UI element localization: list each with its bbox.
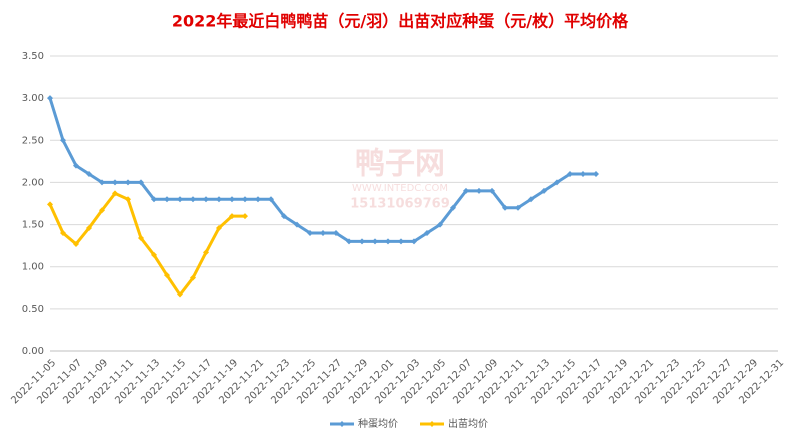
- point-marker: [333, 230, 339, 236]
- point-marker: [437, 221, 443, 228]
- point-marker: [216, 224, 222, 231]
- point-marker: [398, 238, 404, 245]
- y-tick-label: 3.50: [22, 51, 44, 62]
- point-marker: [86, 224, 92, 231]
- point-marker: [190, 196, 196, 203]
- legend-marker: [429, 421, 435, 427]
- chart-title: 2022年最近白鸭鸭苗（元/羽）出苗对应种蛋（元/枚）平均价格: [172, 12, 629, 31]
- legend-label: 种蛋均价: [358, 417, 398, 430]
- point-marker: [307, 230, 313, 236]
- watermark-text: WWW.INTEDC.COM: [352, 183, 448, 194]
- point-marker: [112, 190, 118, 197]
- point-marker: [255, 196, 261, 203]
- point-marker: [294, 221, 300, 228]
- y-tick-label: 0.00: [22, 346, 44, 357]
- point-marker: [125, 179, 131, 186]
- y-tick-label: 3.00: [22, 93, 44, 104]
- point-marker: [476, 187, 482, 194]
- point-marker: [424, 230, 430, 236]
- y-tick-label: 1.50: [22, 220, 44, 231]
- point-marker: [177, 196, 183, 203]
- legend-label: 出苗均价: [448, 417, 488, 430]
- point-marker: [268, 196, 274, 203]
- y-tick-label: 2.50: [22, 135, 44, 146]
- point-marker: [242, 213, 248, 220]
- point-marker: [372, 238, 378, 245]
- point-marker: [73, 240, 79, 247]
- point-marker: [125, 196, 131, 203]
- point-marker: [385, 238, 391, 245]
- point-marker: [216, 196, 222, 203]
- point-marker: [541, 187, 547, 194]
- point-marker: [190, 274, 196, 281]
- point-marker: [229, 196, 235, 203]
- point-marker: [151, 196, 157, 203]
- point-marker: [411, 238, 417, 245]
- point-marker: [151, 251, 157, 258]
- point-marker: [463, 187, 469, 194]
- point-marker: [359, 238, 365, 245]
- point-marker: [99, 179, 105, 186]
- point-marker: [229, 213, 235, 220]
- y-tick-label: 2.00: [22, 177, 44, 188]
- y-tick-label: 0.50: [22, 304, 44, 315]
- point-marker: [164, 196, 170, 203]
- point-marker: [47, 95, 53, 102]
- watermark-text: 15131069769: [350, 197, 450, 212]
- y-tick-label: 1.00: [22, 262, 44, 273]
- point-marker: [164, 272, 170, 279]
- point-marker: [60, 230, 66, 236]
- point-marker: [47, 201, 53, 208]
- point-marker: [515, 204, 521, 211]
- point-marker: [567, 171, 573, 177]
- legend-marker: [339, 421, 345, 427]
- point-marker: [60, 137, 66, 144]
- point-marker: [580, 171, 586, 177]
- point-marker: [346, 238, 352, 245]
- point-marker: [593, 171, 599, 177]
- point-marker: [242, 196, 248, 203]
- point-marker: [86, 171, 92, 177]
- watermark-text: 鸭子网: [355, 147, 445, 182]
- point-marker: [99, 207, 105, 214]
- point-marker: [554, 179, 560, 186]
- point-marker: [320, 230, 326, 236]
- point-marker: [138, 179, 144, 186]
- point-marker: [203, 196, 209, 203]
- point-marker: [489, 187, 495, 194]
- point-marker: [281, 213, 287, 220]
- series-line: [48, 191, 245, 297]
- point-marker: [528, 196, 534, 203]
- point-marker: [203, 249, 209, 256]
- point-marker: [112, 179, 118, 186]
- point-marker: [177, 291, 183, 298]
- point-marker: [73, 162, 79, 169]
- point-marker: [138, 235, 144, 242]
- point-marker: [502, 204, 508, 211]
- watermark: 鸭子网 WWW.INTEDC.COM 15131069769: [350, 147, 450, 212]
- series-line: [48, 97, 596, 243]
- point-marker: [450, 204, 456, 211]
